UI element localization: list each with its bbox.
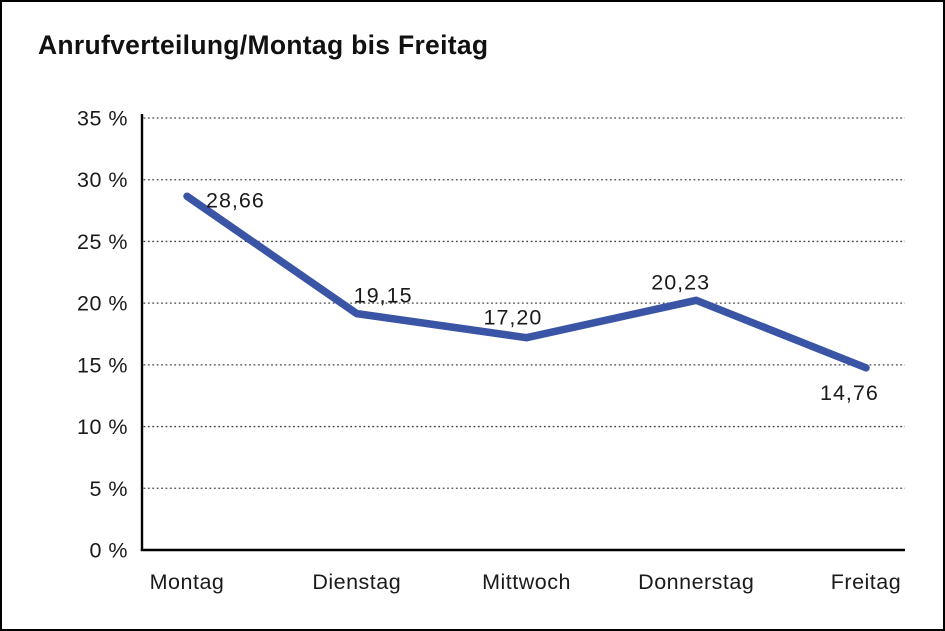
y-tick-label: 10 % xyxy=(77,415,128,439)
y-tick-label: 35 % xyxy=(77,107,128,131)
value-label: 17,20 xyxy=(484,306,543,330)
value-label: 20,23 xyxy=(651,270,710,294)
value-label: 28,66 xyxy=(206,188,265,212)
y-tick-labels: 0 % 5 % 10 % 15 % 20 % 25 % 30 % 35 % xyxy=(77,107,128,563)
y-tick-label: 15 % xyxy=(77,353,128,377)
x-tick-label: Freitag xyxy=(831,570,901,594)
y-tick-label: 30 % xyxy=(77,168,128,192)
data-line xyxy=(183,192,870,372)
y-tick-label: 5 % xyxy=(89,477,128,501)
gridlines xyxy=(143,117,905,489)
value-labels: 28,66 19,15 17,20 20,23 14,76 xyxy=(206,188,879,405)
x-tick-labels: Montag Dienstag Mittwoch Donnerstag Freitag xyxy=(150,570,901,594)
x-tick-label: Dienstag xyxy=(312,570,401,594)
chart-title: Anrufverteilung/Montag bis Freitag xyxy=(38,30,489,60)
x-tick-label: Donnerstag xyxy=(638,570,754,594)
value-label: 19,15 xyxy=(354,284,413,308)
x-tick-label: Mittwoch xyxy=(482,570,571,594)
value-label: 14,76 xyxy=(820,381,879,405)
y-tick-label: 25 % xyxy=(77,230,128,254)
y-tick-label: 20 % xyxy=(77,292,128,316)
x-tick-label: Montag xyxy=(150,570,225,594)
y-tick-label: 0 % xyxy=(89,539,128,563)
